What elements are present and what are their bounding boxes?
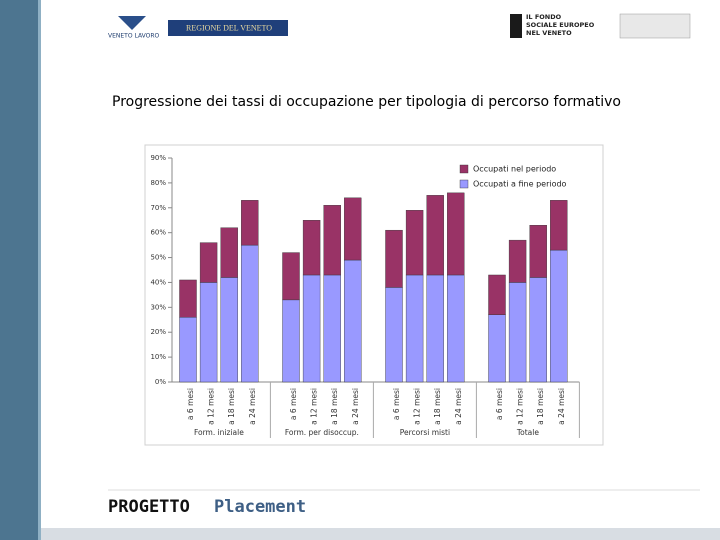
x-tick-label: a 12 mesi xyxy=(207,388,216,425)
bar-segment xyxy=(323,205,341,276)
x-tick-label: a 24 mesi xyxy=(351,388,360,425)
bar-segment xyxy=(405,274,424,383)
y-tick-label: 10% xyxy=(150,353,166,361)
bar-segment xyxy=(488,274,506,316)
region-logo xyxy=(168,20,288,36)
bar-segment xyxy=(179,317,197,383)
group-label: Form. iniziale xyxy=(194,428,244,437)
y-tick-label: 90% xyxy=(150,154,166,162)
group-label: Percorsi misti xyxy=(400,428,450,437)
y-tick-label: 30% xyxy=(150,303,166,311)
footer-rest: Placement xyxy=(214,497,306,517)
bar-segment xyxy=(550,249,568,383)
bar-segment xyxy=(302,274,321,383)
x-tick-label: a 12 mesi xyxy=(413,388,422,425)
bar-segment xyxy=(282,299,300,383)
bar-segment xyxy=(179,279,197,318)
legend-swatch xyxy=(459,179,469,189)
x-tick-label: a 6 mesi xyxy=(186,388,195,420)
bar-segment xyxy=(344,259,362,383)
left-strip xyxy=(0,0,38,540)
group-label: Totale xyxy=(516,428,540,437)
bar-segment xyxy=(426,274,444,383)
fund-logo xyxy=(510,14,522,38)
bar-segment xyxy=(220,227,238,278)
bar-segment xyxy=(385,229,403,288)
legend-swatch xyxy=(459,164,469,174)
x-tick-label: a 6 mesi xyxy=(495,388,504,420)
bar-segment xyxy=(323,274,341,383)
slide-title: Progressione dei tassi di occupazione pe… xyxy=(112,94,621,110)
x-tick-label: a 6 mesi xyxy=(289,388,298,420)
logo-mark xyxy=(118,16,146,30)
bar-segment xyxy=(241,200,259,246)
y-tick-label: 50% xyxy=(150,254,166,262)
bar-segment xyxy=(488,314,506,383)
bar-segment xyxy=(282,252,300,301)
x-tick-label: a 18 mesi xyxy=(536,388,545,425)
bar-segment xyxy=(529,277,547,383)
y-tick-label: 80% xyxy=(150,179,166,187)
eu-logos xyxy=(619,13,691,39)
fund-text: IL FONDO xyxy=(526,13,562,21)
x-tick-label: a 18 mesi xyxy=(433,388,442,425)
bar-segment xyxy=(447,192,465,276)
y-tick-label: 60% xyxy=(150,229,166,237)
bar-segment xyxy=(405,210,424,276)
bar-segment xyxy=(508,282,527,383)
bar-segment xyxy=(199,242,218,283)
bar-segment xyxy=(199,282,218,383)
bottom-strip xyxy=(41,528,720,540)
bar-segment xyxy=(426,195,444,276)
x-tick-label: a 24 mesi xyxy=(248,388,257,425)
y-tick-label: 0% xyxy=(155,378,166,386)
bar-segment xyxy=(385,287,403,383)
y-tick-label: 20% xyxy=(150,328,166,336)
legend-label: Occupati a fine periodo xyxy=(473,180,567,189)
x-tick-label: a 24 mesi xyxy=(557,388,566,425)
left-strip-edge xyxy=(38,0,41,540)
fund-text: NEL VENETO xyxy=(526,29,572,37)
bar-segment xyxy=(508,239,527,283)
x-tick-label: a 24 mesi xyxy=(454,388,463,425)
region-text: REGIONE DEL VENETO xyxy=(186,23,272,32)
bar-segment xyxy=(302,220,321,276)
legend-label: Occupati nel periodo xyxy=(473,165,556,174)
bar-segment xyxy=(447,274,465,383)
x-tick-label: a 12 mesi xyxy=(310,388,319,425)
bar-segment xyxy=(220,277,238,383)
y-tick-label: 40% xyxy=(150,278,166,286)
bar-segment xyxy=(241,244,259,383)
fund-text: SOCIALE EUROPEO xyxy=(526,21,595,29)
group-label: Form. per disoccup. xyxy=(285,428,359,437)
bar-segment xyxy=(529,224,547,278)
x-tick-label: a 18 mesi xyxy=(330,388,339,425)
bar-segment xyxy=(550,200,568,251)
x-tick-label: a 6 mesi xyxy=(392,388,401,420)
logo-text: VENETO LAVORO xyxy=(108,33,160,40)
bar-segment xyxy=(344,197,362,261)
x-tick-label: a 12 mesi xyxy=(516,388,525,425)
x-tick-label: a 18 mesi xyxy=(227,388,236,425)
y-tick-label: 70% xyxy=(150,204,166,212)
footer-bold: PROGETTO xyxy=(108,497,190,517)
